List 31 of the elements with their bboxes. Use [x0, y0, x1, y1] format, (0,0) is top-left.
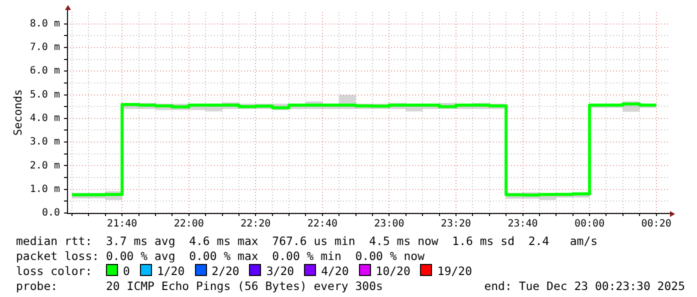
- y-tick-label: 8.0 m: [30, 18, 60, 30]
- legend-label: 19/20: [436, 264, 472, 278]
- y-tick-label: 5.0 m: [30, 89, 60, 100]
- legend-label: 10/20: [374, 264, 410, 278]
- x-tick-label: 22:20: [240, 218, 271, 230]
- y-tick-label: 2.0 m: [30, 160, 60, 172]
- y-tick-label: 3.0 m: [30, 136, 60, 148]
- y-tick-label: 7.0 m: [30, 42, 60, 54]
- x-tick-label: 21:40: [107, 218, 138, 230]
- text: end: Tue Dec 23 00:23:30 2025: [484, 279, 685, 293]
- x-tick-label: 00:20: [641, 218, 672, 230]
- x-tick-label: 23:20: [440, 218, 472, 230]
- legend-label: 2/20: [210, 264, 240, 278]
- text: packet loss: 0.00 % avg 0.00 % max 0.00 % min 0.00 % now: [16, 249, 424, 263]
- legend-label: 3/20: [265, 264, 294, 278]
- y-tick-label: 4.0 m: [30, 113, 60, 124]
- text: probe: 20 ICMP Echo Pings (56 Bytes) every 300s: [16, 279, 383, 293]
- legend-title: loss color:: [16, 264, 94, 278]
- y-tick-label: 0.0: [42, 208, 60, 219]
- y-tick-label: 6.0 m: [30, 66, 60, 77]
- x-tick-label: 00:00: [574, 218, 605, 230]
- x-tick-label: 23:40: [508, 218, 538, 230]
- legend-label: 0: [122, 264, 130, 278]
- legend-label: 1/20: [156, 264, 185, 278]
- x-tick-label: 22:00: [174, 218, 204, 230]
- y-axis-title: Seconds: [11, 89, 24, 136]
- y-tick-label: 1.0 m: [30, 184, 60, 195]
- x-tick-label: 22:40: [307, 218, 338, 230]
- text: median rtt: 3.7 ms avg 4.6 ms max 767.6 us min 4.5 ms now 1.6 ms sd 2.4 am/s: [16, 234, 598, 248]
- legend-label: 4/20: [320, 264, 349, 278]
- x-tick-label: 23:00: [374, 218, 404, 230]
